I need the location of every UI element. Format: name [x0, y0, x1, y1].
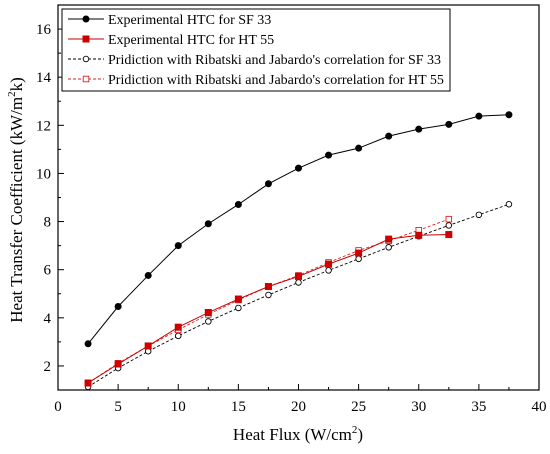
- data-point: [114, 303, 122, 311]
- legend-marker: [82, 75, 90, 83]
- x-tick-label: 40: [532, 399, 547, 415]
- data-point: [415, 231, 423, 239]
- legend-marker: [82, 15, 90, 23]
- data-point: [325, 267, 332, 274]
- data-point: [505, 111, 513, 119]
- x-tick-label: 35: [471, 399, 486, 415]
- data-point: [475, 112, 483, 120]
- legend-entry-3: Pridiction with Ribatski and Jabardo's c…: [68, 53, 441, 68]
- data-point: [355, 144, 363, 152]
- data-point: [445, 120, 453, 128]
- x-tick-label: 15: [231, 399, 246, 415]
- y-axis-label: Heat Transfer Coefficient (kW/m2k): [6, 77, 26, 323]
- data-point: [385, 235, 393, 243]
- y-tick-label: 6: [44, 263, 52, 279]
- legend-marker: [82, 35, 90, 43]
- series-line: [87, 234, 449, 384]
- y-tick-label: 4: [44, 311, 52, 327]
- legend-label: Experimental HTC for HT 55: [108, 33, 274, 48]
- legend-marker: [82, 55, 90, 63]
- series-layer: [84, 111, 513, 391]
- data-point: [325, 260, 333, 268]
- data-point: [234, 200, 242, 208]
- data-point: [295, 272, 302, 280]
- legend-entry-1: Experimental HTC for SF 33: [68, 13, 271, 28]
- x-tick-label: 10: [171, 399, 186, 415]
- y-tick-label: 12: [36, 118, 51, 134]
- data-point: [204, 220, 212, 228]
- y-tick-label: 14: [36, 70, 52, 86]
- data-point: [235, 304, 242, 312]
- data-point: [204, 309, 212, 317]
- data-point: [234, 295, 242, 303]
- data-point: [385, 244, 392, 251]
- legend: Experimental HTC for SF 33 Experimental H…: [61, 8, 451, 92]
- data-point: [325, 151, 333, 159]
- y-tick-label: 2: [44, 359, 52, 375]
- data-point: [174, 332, 182, 340]
- series-2: [84, 231, 453, 387]
- data-point: [264, 180, 272, 188]
- series-line: [87, 218, 449, 384]
- series-1: [84, 111, 513, 348]
- y-tick-label: 16: [36, 22, 52, 38]
- x-tick-label: 0: [54, 399, 62, 415]
- x-axis-label: Heat Flux (W/cm2): [233, 424, 363, 444]
- x-tick-label: 5: [114, 399, 122, 415]
- legend-box: [61, 8, 451, 92]
- y-axis-ticks: 2 4 6 8 10 12 14 16: [36, 22, 64, 375]
- data-point: [445, 215, 453, 223]
- data-point: [445, 231, 453, 239]
- data-point: [84, 379, 92, 387]
- data-point: [505, 200, 513, 208]
- y-tick-label: 10: [36, 166, 51, 182]
- data-point: [174, 323, 182, 331]
- data-point: [84, 340, 92, 348]
- legend-label: Pridiction with Ribatski and Jabardo's c…: [108, 53, 441, 68]
- legend-entry-2: Experimental HTC for HT 55: [68, 33, 274, 48]
- x-tick-label: 25: [351, 399, 366, 415]
- data-point: [265, 291, 272, 299]
- data-point: [174, 242, 182, 250]
- series-4: [84, 215, 453, 387]
- data-point: [114, 360, 122, 368]
- data-point: [475, 211, 483, 219]
- series-line: [87, 114, 509, 345]
- data-point: [355, 249, 363, 257]
- y-tick-label: 8: [44, 215, 52, 231]
- legend-label: Experimental HTC for SF 33: [108, 13, 271, 28]
- data-point: [144, 271, 152, 279]
- series-3: [84, 200, 513, 391]
- x-tick-label: 30: [411, 399, 426, 415]
- data-point: [415, 125, 423, 133]
- data-point: [385, 132, 393, 140]
- data-point: [144, 342, 152, 350]
- data-point: [355, 255, 362, 263]
- data-point: [445, 222, 453, 229]
- data-point: [295, 279, 302, 286]
- data-point: [264, 283, 272, 291]
- legend-entry-4: Pridiction with Ribatski and Jabardo's c…: [68, 73, 444, 88]
- x-tick-label: 20: [291, 399, 306, 415]
- data-point: [295, 164, 302, 172]
- data-point: [205, 318, 212, 325]
- legend-label: Pridiction with Ribatski and Jabardo's c…: [108, 73, 444, 88]
- x-axis-ticks: 0 5 10 15 20 25 30 35 40: [54, 384, 547, 415]
